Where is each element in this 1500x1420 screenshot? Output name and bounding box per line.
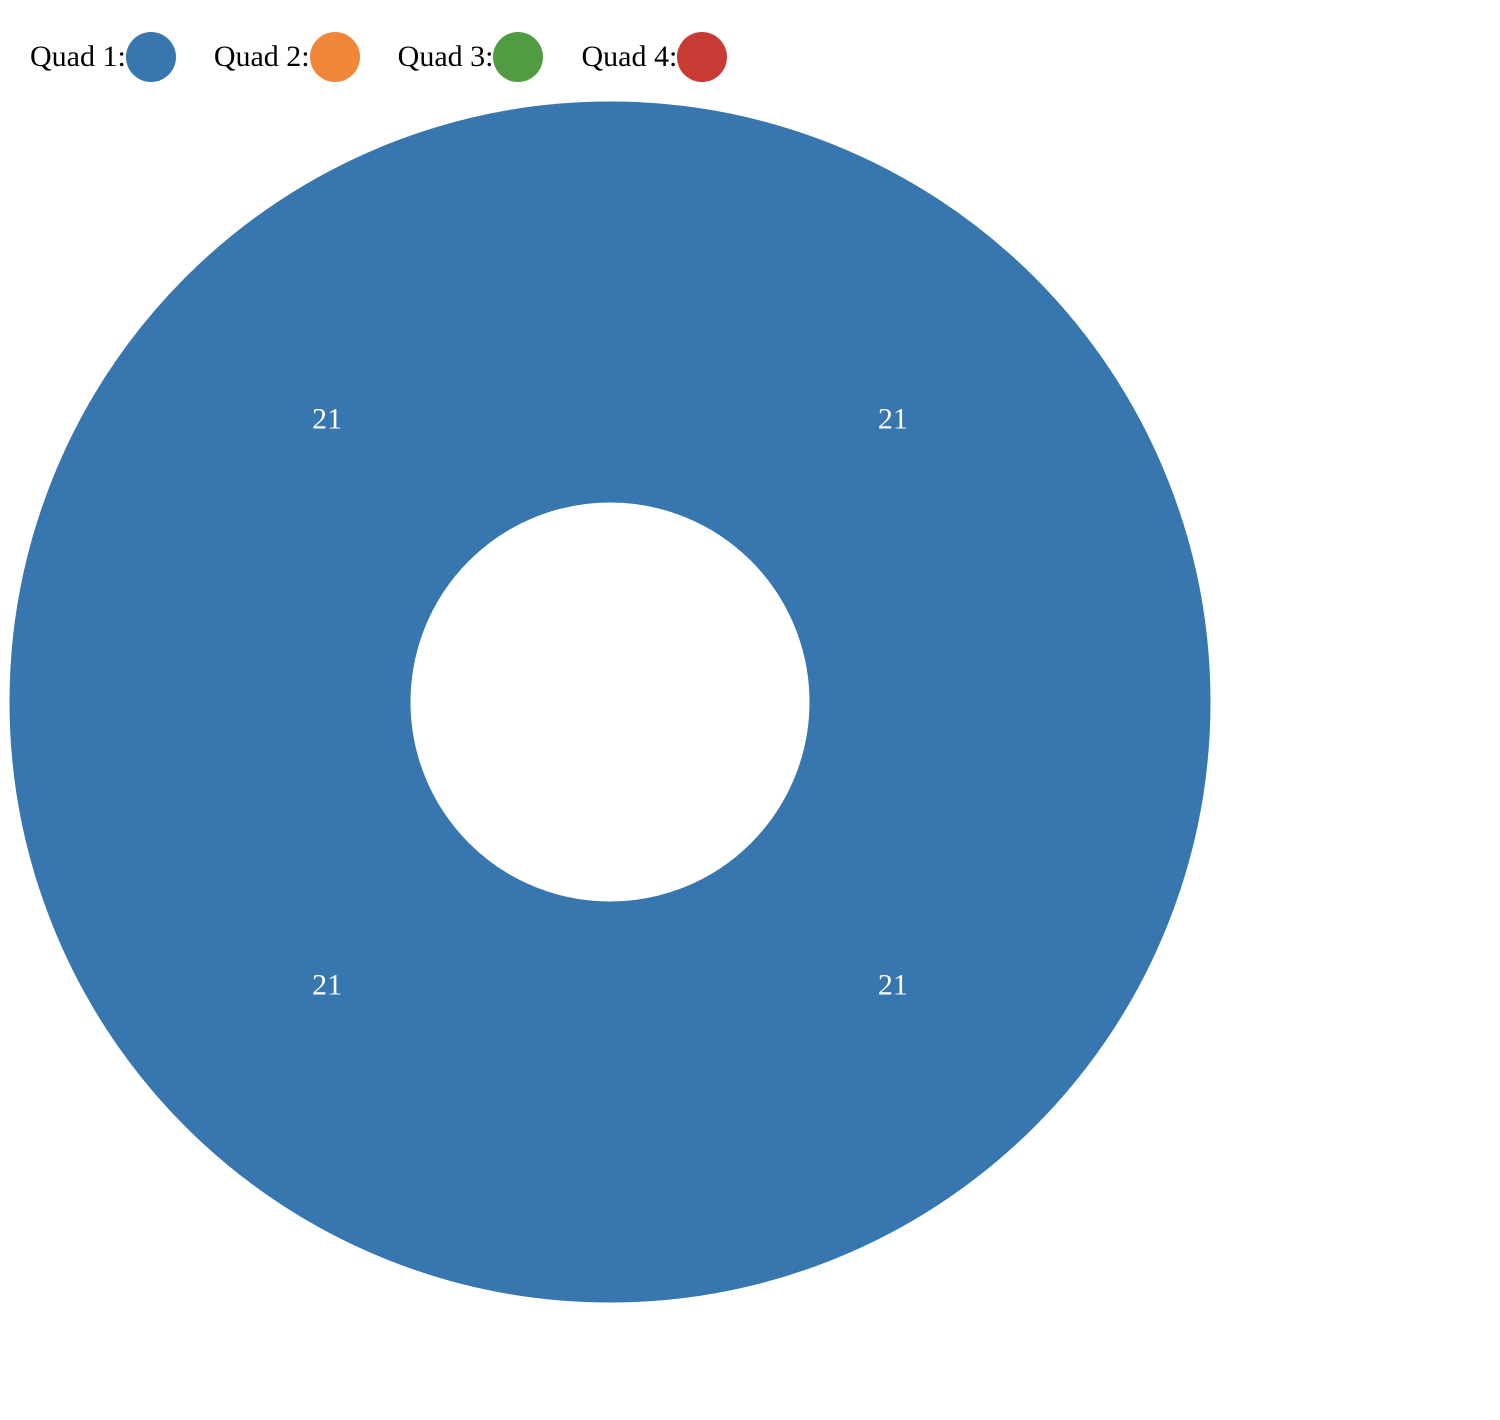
legend-item-quad-4: Quad 4: <box>581 32 728 82</box>
slice-value-label: 21 <box>878 403 908 436</box>
legend-label: Quad 2: <box>213 40 310 73</box>
slice-value-label: 21 <box>312 968 342 1001</box>
legend-swatch <box>493 32 544 82</box>
legend-label: Quad 1: <box>30 40 126 73</box>
legend-label: Quad 3: <box>397 40 494 73</box>
legend-item-quad-3: Quad 3: <box>398 32 544 82</box>
legend-swatch <box>125 32 176 82</box>
legend: Quad 1: Quad 2: Quad 3: Quad 4: <box>30 32 765 82</box>
legend-swatch <box>309 32 360 82</box>
slice-value-label: 21 <box>312 403 342 436</box>
donut-slice-4 <box>9 101 611 703</box>
legend-swatch <box>677 32 728 82</box>
donut-slice-2 <box>609 701 1211 1303</box>
legend-item-quad-2: Quad 2: <box>214 32 360 82</box>
legend-label: Quad 4: <box>581 40 678 73</box>
slice-value-label: 21 <box>878 968 908 1001</box>
donut-slice-3 <box>9 701 611 1303</box>
donut-slice-1 <box>609 101 1211 703</box>
legend-item-quad-1: Quad 1: <box>30 32 176 82</box>
